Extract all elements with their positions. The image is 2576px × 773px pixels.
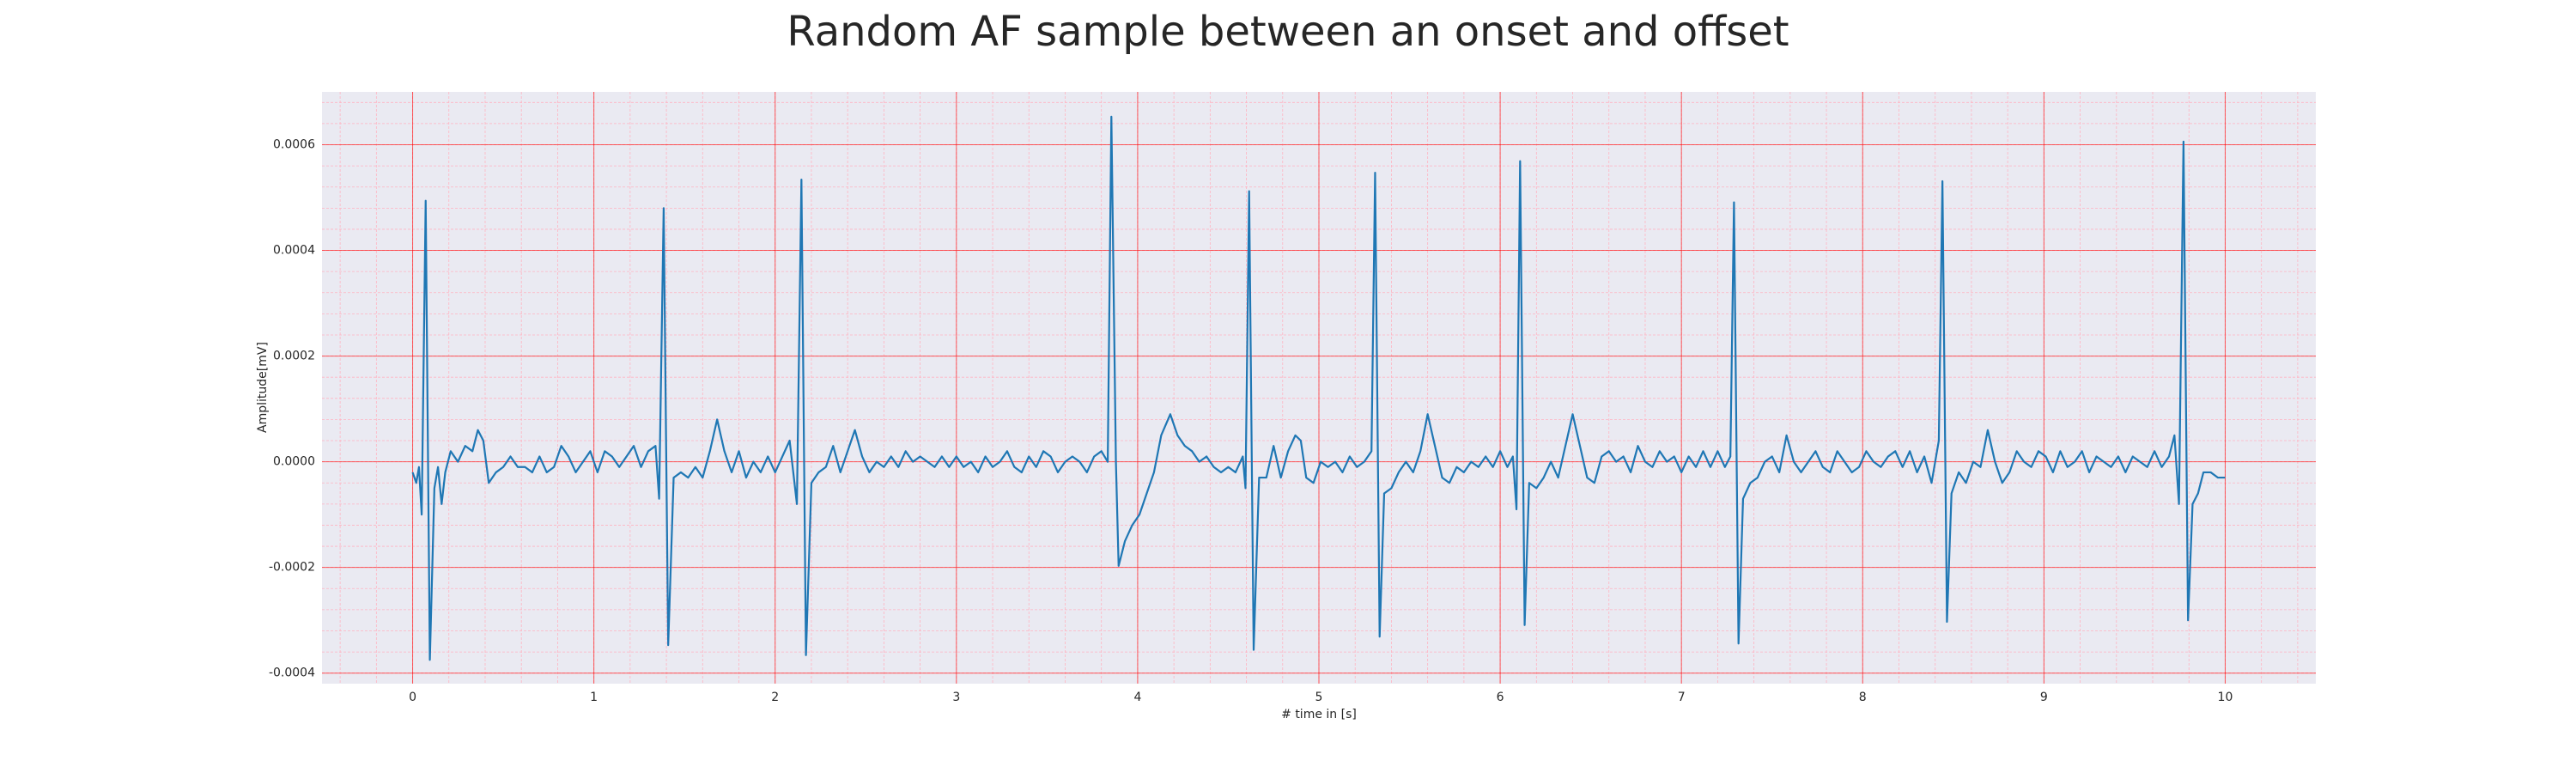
x-tick-label: 0 <box>409 691 416 704</box>
x-tick-label: 2 <box>771 691 779 704</box>
chart-title: Random AF sample between an onset and of… <box>787 8 1789 56</box>
x-tick-label: 1 <box>590 691 598 704</box>
x-tick-label: 10 <box>2218 691 2233 704</box>
y-tick-label: 0.0006 <box>273 138 315 152</box>
x-tick-label: 9 <box>2040 691 2048 704</box>
ecg-line <box>411 115 2226 661</box>
y-tick-label: 0.0000 <box>273 455 315 469</box>
x-tick-label: 4 <box>1133 691 1141 704</box>
y-tick-label: 0.0002 <box>273 350 315 363</box>
x-tick-label: 8 <box>1859 691 1867 704</box>
x-axis-label: # time in [s] <box>1281 708 1357 721</box>
y-axis-label: Amplitude[mV] <box>256 342 270 433</box>
x-tick-label: 5 <box>1315 691 1323 704</box>
y-tick-label: -0.0004 <box>269 666 315 680</box>
y-tick-label: 0.0004 <box>273 244 315 258</box>
x-tick-label: 6 <box>1497 691 1504 704</box>
x-tick-label: 7 <box>1678 691 1686 704</box>
x-tick-label: 3 <box>952 691 960 704</box>
y-tick-label: -0.0002 <box>269 561 315 575</box>
